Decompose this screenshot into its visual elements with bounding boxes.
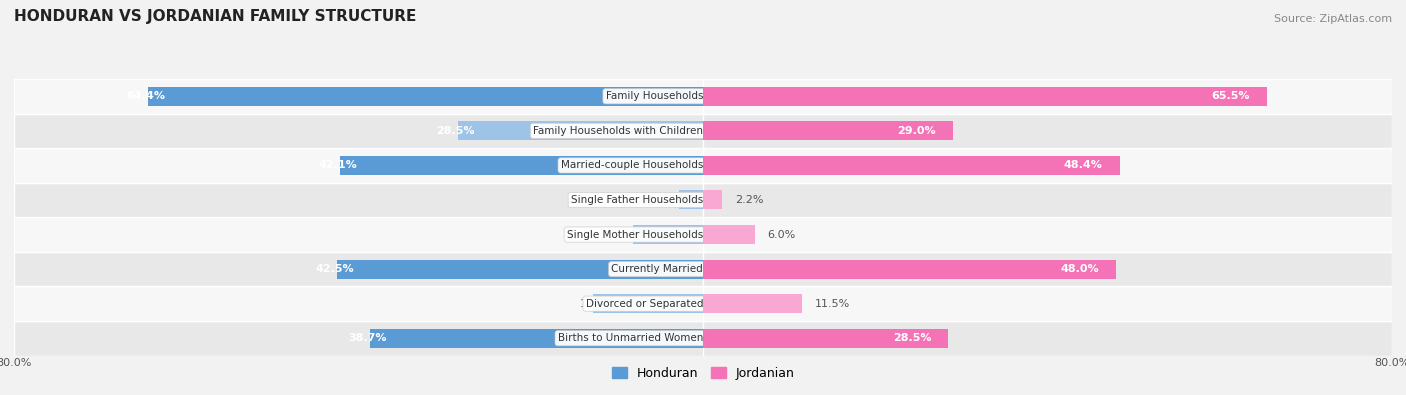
- Bar: [703, 79, 1392, 114]
- Text: Divorced or Separated: Divorced or Separated: [585, 299, 703, 308]
- Text: 2.2%: 2.2%: [735, 195, 763, 205]
- Bar: [14, 182, 703, 217]
- Bar: [14, 148, 703, 182]
- Bar: [703, 87, 1267, 106]
- Bar: [340, 156, 703, 175]
- Bar: [14, 286, 703, 321]
- Bar: [703, 286, 1392, 321]
- Bar: [14, 79, 703, 114]
- Bar: [703, 225, 755, 244]
- Bar: [14, 217, 703, 252]
- Text: Family Households with Children: Family Households with Children: [533, 126, 703, 136]
- Bar: [457, 121, 703, 140]
- Text: Single Mother Households: Single Mother Households: [567, 229, 703, 239]
- Bar: [703, 321, 1392, 356]
- Text: 48.4%: 48.4%: [1064, 160, 1102, 170]
- Bar: [703, 294, 801, 313]
- Text: 38.7%: 38.7%: [349, 333, 387, 343]
- Text: 42.5%: 42.5%: [315, 264, 354, 274]
- Text: Single Father Households: Single Father Households: [571, 195, 703, 205]
- Bar: [703, 190, 721, 209]
- Bar: [703, 329, 949, 348]
- Text: 29.0%: 29.0%: [897, 126, 935, 136]
- Bar: [703, 182, 1392, 217]
- Bar: [703, 148, 1392, 182]
- Text: Married-couple Households: Married-couple Households: [561, 160, 703, 170]
- Bar: [703, 260, 1116, 278]
- Text: 2.8%: 2.8%: [666, 195, 695, 205]
- Bar: [14, 321, 703, 356]
- Bar: [370, 329, 703, 348]
- Bar: [703, 156, 1119, 175]
- Text: 8.1%: 8.1%: [620, 229, 648, 239]
- Text: 64.4%: 64.4%: [127, 91, 166, 101]
- Bar: [14, 114, 703, 148]
- Text: 42.1%: 42.1%: [319, 160, 357, 170]
- Bar: [679, 190, 703, 209]
- Bar: [149, 87, 703, 106]
- Text: 28.5%: 28.5%: [436, 126, 475, 136]
- Text: Births to Unmarried Women: Births to Unmarried Women: [558, 333, 703, 343]
- Text: HONDURAN VS JORDANIAN FAMILY STRUCTURE: HONDURAN VS JORDANIAN FAMILY STRUCTURE: [14, 9, 416, 24]
- Bar: [593, 294, 703, 313]
- Text: 6.0%: 6.0%: [768, 229, 796, 239]
- Bar: [337, 260, 703, 278]
- Legend: Honduran, Jordanian: Honduran, Jordanian: [606, 362, 800, 385]
- Text: Family Households: Family Households: [606, 91, 703, 101]
- Text: 65.5%: 65.5%: [1212, 91, 1250, 101]
- Text: 28.5%: 28.5%: [893, 333, 931, 343]
- Text: 12.8%: 12.8%: [579, 299, 616, 308]
- Text: 11.5%: 11.5%: [815, 299, 851, 308]
- Bar: [14, 252, 703, 286]
- Text: Currently Married: Currently Married: [612, 264, 703, 274]
- Text: 48.0%: 48.0%: [1060, 264, 1099, 274]
- Bar: [633, 225, 703, 244]
- Bar: [703, 217, 1392, 252]
- Text: Source: ZipAtlas.com: Source: ZipAtlas.com: [1274, 14, 1392, 24]
- Bar: [703, 121, 953, 140]
- Bar: [703, 252, 1392, 286]
- Bar: [703, 114, 1392, 148]
